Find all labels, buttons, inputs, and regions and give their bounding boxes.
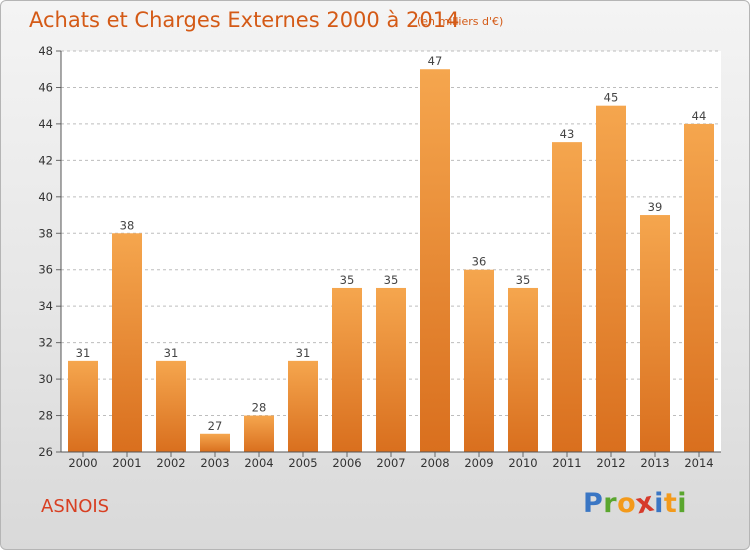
logo-letter: P — [583, 488, 604, 519]
y-tick-label: 44 — [38, 117, 53, 131]
y-tick-label: 26 — [38, 445, 53, 459]
bar — [552, 142, 582, 453]
x-tick-label: 2001 — [112, 456, 141, 470]
bar — [288, 360, 318, 452]
chart-subtitle: (en milliers d'€) — [417, 15, 504, 28]
proxiti-logo: Proxiti — [583, 486, 688, 520]
logo-letter: t — [663, 488, 678, 519]
x-tick-label: 2004 — [244, 456, 273, 470]
bar-value-label: 31 — [76, 346, 91, 360]
y-tick-label: 42 — [38, 153, 53, 167]
bar — [684, 123, 714, 452]
bar-value-label: 36 — [472, 255, 487, 269]
bar-value-label: 44 — [692, 109, 707, 123]
bar — [156, 360, 186, 452]
bar-value-label: 35 — [340, 273, 355, 287]
bar-value-label: 45 — [604, 91, 619, 105]
bar-value-label: 39 — [648, 200, 663, 214]
bar — [332, 287, 362, 452]
bar — [200, 433, 230, 452]
x-tick-label: 2009 — [464, 456, 493, 470]
logo-letter: r — [603, 488, 618, 519]
x-tick-label: 2000 — [68, 456, 97, 470]
y-tick-label: 36 — [38, 263, 53, 277]
bar — [508, 287, 538, 452]
y-tick-label: 32 — [38, 336, 53, 350]
bar-value-label: 28 — [252, 401, 267, 415]
x-tick-label: 2011 — [552, 456, 581, 470]
bar-value-label: 27 — [208, 419, 223, 433]
chart-title: Achats et Charges Externes 2000 à 2014 — [29, 8, 460, 32]
x-tick-label: 2006 — [332, 456, 361, 470]
bar — [68, 360, 98, 452]
bar-value-label: 43 — [560, 127, 575, 141]
x-tick-label: 2014 — [684, 456, 713, 470]
logo-letter: i — [677, 488, 688, 519]
y-tick-label: 34 — [38, 299, 53, 313]
bar — [596, 105, 626, 452]
x-tick-label: 2013 — [640, 456, 669, 470]
commune-name: ASNOIS — [41, 496, 110, 517]
y-tick-label: 48 — [38, 44, 53, 58]
logo-letter: i — [654, 488, 664, 519]
y-tick-label: 40 — [38, 190, 53, 204]
bar — [420, 69, 450, 453]
x-tick-label: 2003 — [200, 456, 229, 470]
x-tick-label: 2012 — [596, 456, 625, 470]
bar — [112, 233, 142, 452]
x-tick-label: 2008 — [420, 456, 449, 470]
bar-value-label: 38 — [120, 218, 135, 232]
bar-value-label: 35 — [516, 273, 531, 287]
y-tick-label: 38 — [38, 226, 53, 240]
x-tick-label: 2002 — [156, 456, 185, 470]
logo-letter: o — [617, 488, 637, 519]
bar — [464, 269, 494, 452]
bar-value-label: 31 — [296, 346, 311, 360]
bar-value-label: 35 — [384, 273, 399, 287]
x-tick-label: 2010 — [508, 456, 537, 470]
bar — [640, 215, 670, 452]
x-tick-label: 2007 — [376, 456, 405, 470]
y-tick-label: 30 — [38, 372, 53, 386]
bar — [376, 287, 406, 452]
bar — [244, 415, 274, 452]
y-tick-label: 46 — [38, 80, 53, 94]
bar-value-label: 47 — [428, 54, 443, 68]
y-tick-label: 28 — [38, 409, 53, 423]
x-tick-label: 2005 — [288, 456, 317, 470]
bar-value-label: 31 — [164, 346, 179, 360]
